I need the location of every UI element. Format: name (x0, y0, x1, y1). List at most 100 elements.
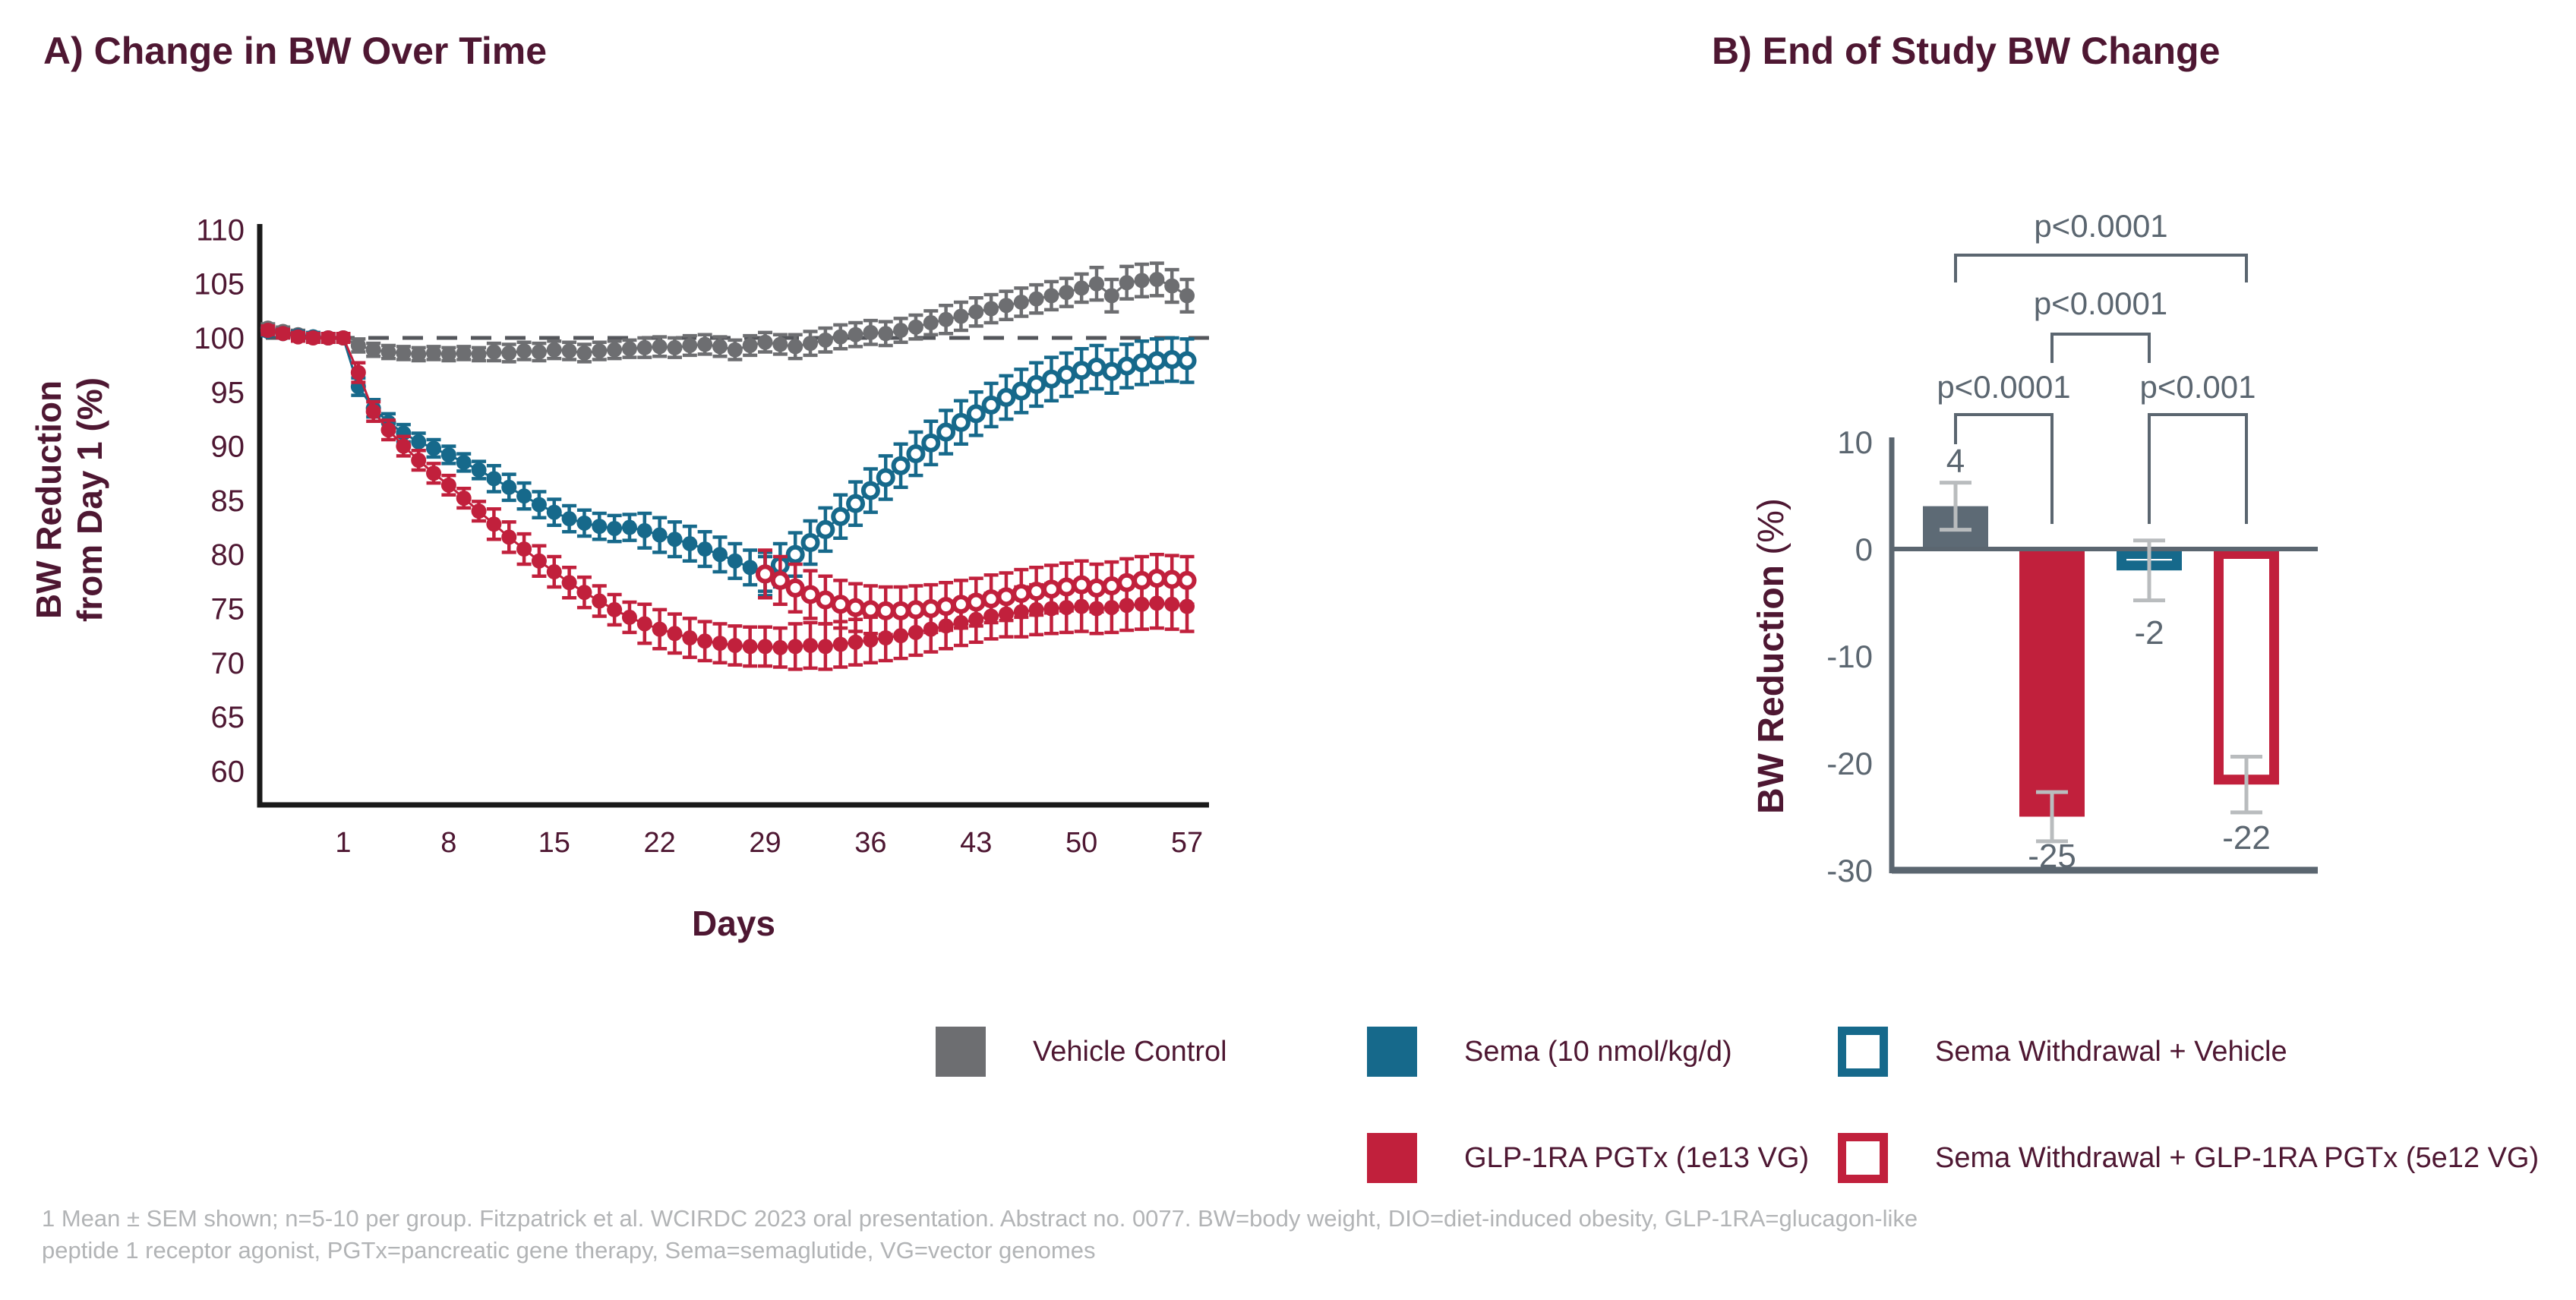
data-point-solid (501, 345, 517, 361)
data-point-solid (863, 632, 879, 648)
panel-a-xtick-50: 50 (1065, 827, 1097, 859)
data-point-solid (501, 529, 517, 545)
data-point-open (876, 468, 895, 488)
data-point-solid (1119, 275, 1135, 291)
data-point-solid (667, 626, 683, 642)
panel-a-title: A) Change in BW Over Time (43, 30, 548, 72)
data-point-solid (411, 346, 427, 362)
legend-label: Sema Withdrawal + Vehicle (1935, 1035, 2287, 1068)
panel-b-ytick-10: 10 (1837, 424, 1873, 460)
data-point-solid (1059, 285, 1075, 301)
data-point-open (936, 422, 956, 442)
data-point-open (1056, 577, 1076, 597)
data-point-open (846, 598, 866, 617)
data-point-open (860, 481, 880, 500)
series-sema-10-nmol-kg-d (260, 323, 773, 593)
data-point-open (1027, 582, 1046, 601)
legend-item-sema-withdrawal-pgtx: Sema Withdrawal + GLP-1RA PGTx (5e12 VG) (1838, 1133, 2539, 1183)
data-point-open (860, 600, 880, 620)
data-point-solid (667, 339, 683, 355)
data-point-open (1102, 361, 1122, 381)
data-point-solid (697, 633, 713, 649)
data-point-solid (832, 636, 848, 652)
data-point-solid (667, 532, 683, 547)
data-point-open (756, 564, 775, 584)
panel-a-xtick-22: 22 (643, 827, 675, 859)
data-point-open (1177, 351, 1197, 371)
panel-a-ytick-65: 65 (211, 701, 245, 734)
data-point-solid (893, 323, 909, 339)
data-point-solid (1013, 294, 1029, 310)
data-point-open (891, 601, 911, 620)
data-point-solid (350, 337, 366, 353)
significance-label-0-1: p<0.0001 (1937, 369, 2070, 405)
data-point-solid (621, 341, 637, 357)
glp1ra-pgtx-swatch-icon (1367, 1133, 1417, 1183)
data-point-solid (456, 491, 472, 506)
data-point-open (1117, 573, 1137, 592)
data-point-open (800, 585, 820, 604)
data-point-solid (742, 337, 758, 353)
panel-a-ytick-75: 75 (211, 593, 245, 626)
data-point-open (921, 599, 941, 618)
data-point-solid (727, 637, 743, 653)
significance-label-1-2: p<0.0001 (2034, 286, 2167, 321)
data-point-solid (516, 541, 532, 557)
panel-a-xtick-15: 15 (538, 827, 570, 859)
data-point-solid (712, 636, 728, 652)
panel-a-ytick-85: 85 (211, 484, 245, 518)
data-point-solid (380, 422, 396, 438)
data-point-open (785, 578, 805, 598)
panel-b-ylabel: BW Reduction (%) (1751, 498, 1792, 814)
data-point-solid (636, 616, 652, 632)
legend-item-sema: Sema (10 nmol/kg/d) (1367, 1027, 1732, 1077)
data-point-open (1162, 570, 1182, 589)
data-point-solid (546, 504, 562, 520)
data-point-open (785, 544, 805, 564)
data-point-solid (1043, 288, 1059, 304)
data-point-solid (396, 345, 412, 361)
data-point-solid (365, 342, 381, 358)
data-point-solid (531, 553, 547, 569)
significance-label-2-3: p<0.001 (2140, 369, 2256, 405)
data-point-solid (1134, 273, 1150, 289)
data-point-solid (772, 336, 788, 352)
data-point-solid (803, 336, 819, 352)
panel-b-title: B) End of Study BW Change (1712, 30, 2221, 72)
data-point-solid (516, 343, 532, 359)
data-point-solid (561, 575, 577, 591)
panel-b-ytick--30: -30 (1826, 853, 1873, 888)
data-point-solid (350, 364, 366, 380)
data-point-open (876, 601, 895, 620)
bar-value-label-sema-withdrawal-vehicle: -2 (2134, 614, 2164, 652)
panel-a-ytick-105: 105 (194, 268, 245, 301)
legend-label: Sema Withdrawal + GLP-1RA PGTx (5e12 VG) (1935, 1141, 2540, 1174)
data-point-open (1072, 575, 1091, 595)
data-point-open (996, 587, 1016, 607)
bar-error-sema-withdrawal-glp-1ra-pgtx-5e12-vg (2230, 755, 2262, 815)
sema-withdrawal-vehicle-swatch-icon (1838, 1027, 1888, 1077)
data-point-solid (516, 488, 532, 504)
data-point-open (1072, 361, 1091, 380)
bar-error-sema-withdrawal-vehicle (2133, 538, 2165, 603)
legend-label: Vehicle Control (1033, 1035, 1227, 1068)
data-point-solid (411, 453, 427, 469)
series-sema-withdrawal-vehicle (756, 336, 1197, 598)
data-point-solid (652, 621, 668, 637)
legend-item-sema-withdrawal-vehicle: Sema Withdrawal + Vehicle (1838, 1027, 2287, 1077)
data-point-open (1132, 570, 1152, 590)
significance-bracket-0-3 (1954, 254, 2248, 282)
data-point-solid (260, 323, 276, 339)
data-point-solid (456, 345, 472, 361)
data-point-solid (697, 336, 713, 352)
data-point-solid (486, 344, 502, 360)
data-point-solid (697, 541, 713, 557)
data-point-solid (576, 585, 592, 601)
panel-b-plot: 10 0 -10 -20 -30 BW Reduction (%) 4 -25 -2 -22 p<0… (1751, 208, 2318, 888)
data-point-open (966, 592, 986, 612)
series-vehicle-control (260, 261, 1195, 364)
data-point-solid (923, 315, 939, 331)
significance-bracket-1-2 (2050, 333, 2151, 363)
